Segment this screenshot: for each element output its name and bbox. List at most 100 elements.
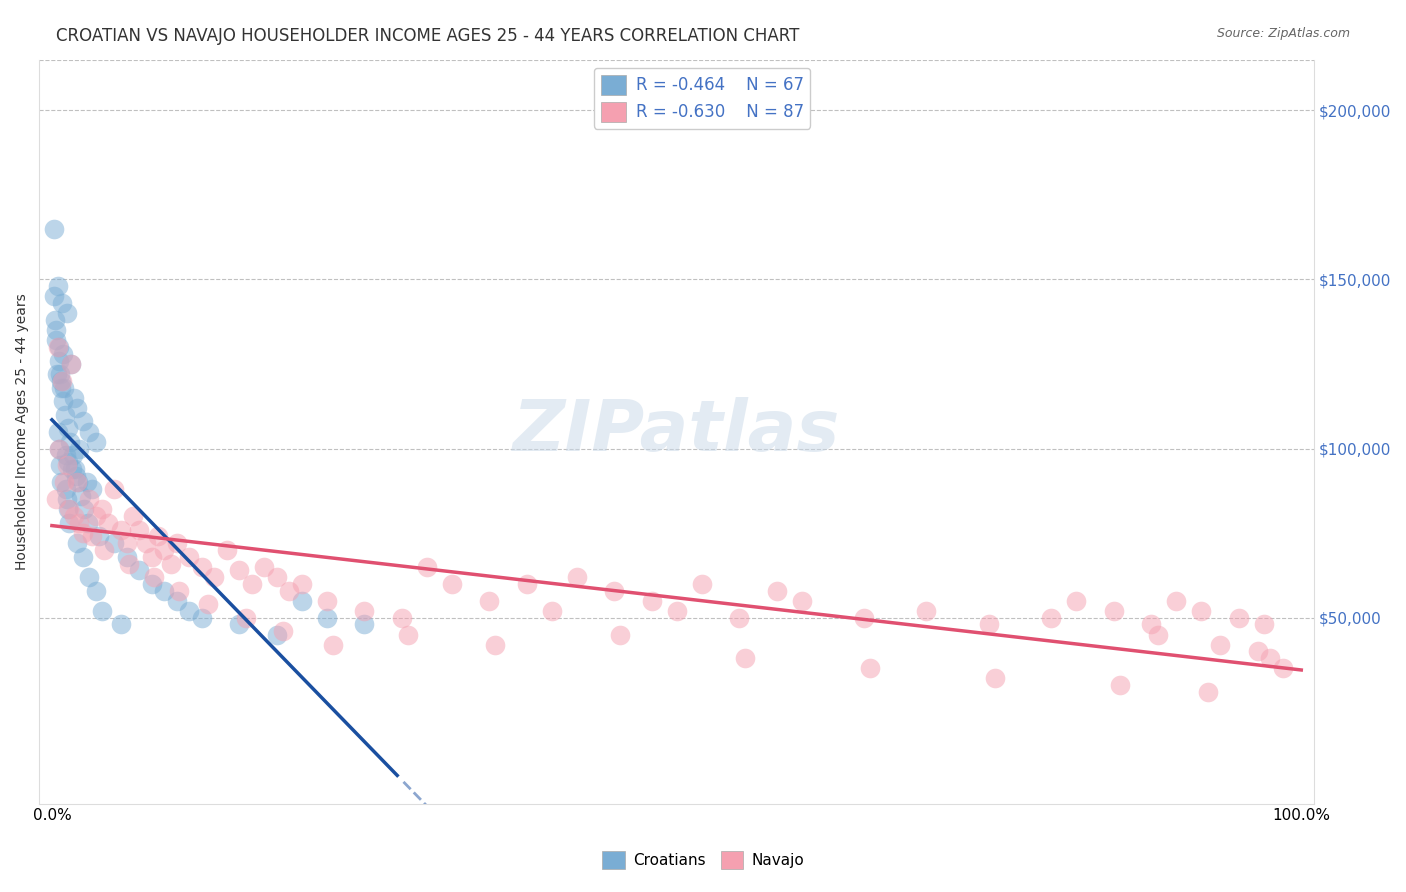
- Point: [169, 583, 191, 598]
- Point: [51, 394, 73, 409]
- Point: [146, 529, 169, 543]
- Point: [59, 357, 82, 371]
- Point: [51, 381, 73, 395]
- Point: [48, 353, 70, 368]
- Point: [59, 434, 82, 449]
- Point: [90, 604, 112, 618]
- Point: [44, 221, 66, 235]
- Point: [728, 610, 751, 624]
- Point: [977, 617, 1000, 632]
- Point: [1189, 604, 1212, 618]
- Point: [202, 570, 225, 584]
- Point: [84, 583, 107, 598]
- Point: [1102, 604, 1125, 618]
- Point: [48, 442, 70, 456]
- Point: [49, 374, 72, 388]
- Point: [46, 279, 69, 293]
- Point: [353, 617, 375, 632]
- Point: [45, 323, 67, 337]
- Point: [56, 455, 79, 469]
- Point: [53, 475, 76, 490]
- Point: [396, 627, 419, 641]
- Point: [89, 529, 111, 543]
- Point: [159, 557, 181, 571]
- Point: [118, 557, 141, 571]
- Point: [1197, 685, 1219, 699]
- Point: [67, 442, 90, 456]
- Point: [110, 523, 132, 537]
- Point: [353, 604, 375, 618]
- Point: [128, 563, 150, 577]
- Point: [391, 610, 413, 624]
- Point: [1109, 678, 1132, 692]
- Point: [915, 604, 938, 618]
- Point: [603, 583, 626, 598]
- Point: [122, 509, 145, 524]
- Point: [253, 560, 276, 574]
- Point: [1258, 651, 1281, 665]
- Point: [58, 516, 80, 530]
- Point: [143, 570, 166, 584]
- Point: [51, 374, 73, 388]
- Point: [315, 610, 337, 624]
- Text: Source: ZipAtlas.com: Source: ZipAtlas.com: [1216, 27, 1350, 40]
- Point: [1140, 617, 1163, 632]
- Point: [103, 482, 125, 496]
- Point: [315, 593, 337, 607]
- Point: [51, 475, 73, 490]
- Point: [72, 526, 94, 541]
- Point: [516, 576, 538, 591]
- Point: [240, 576, 263, 591]
- Point: [80, 529, 103, 543]
- Point: [291, 576, 314, 591]
- Point: [440, 576, 463, 591]
- Point: [84, 509, 107, 524]
- Point: [984, 672, 1007, 686]
- Point: [66, 401, 89, 415]
- Point: [58, 502, 80, 516]
- Point: [191, 560, 214, 574]
- Point: [141, 549, 163, 564]
- Point: [53, 408, 76, 422]
- Point: [59, 357, 82, 371]
- Point: [266, 570, 288, 584]
- Point: [1253, 617, 1275, 632]
- Text: ZIPatlas: ZIPatlas: [513, 397, 841, 467]
- Point: [55, 448, 77, 462]
- Point: [66, 536, 89, 550]
- Point: [63, 391, 86, 405]
- Point: [56, 502, 79, 516]
- Point: [1271, 661, 1294, 675]
- Point: [63, 509, 86, 524]
- Point: [1066, 593, 1088, 607]
- Point: [79, 492, 101, 507]
- Legend: Croatians, Navajo: Croatians, Navajo: [596, 845, 810, 875]
- Point: [93, 543, 115, 558]
- Point: [478, 593, 501, 607]
- Point: [67, 475, 90, 490]
- Point: [72, 414, 94, 428]
- Point: [45, 367, 67, 381]
- Point: [90, 502, 112, 516]
- Point: [67, 516, 90, 530]
- Point: [540, 604, 562, 618]
- Point: [77, 516, 100, 530]
- Point: [228, 563, 250, 577]
- Point: [1209, 638, 1232, 652]
- Legend: R = -0.464    N = 67, R = -0.630    N = 87: R = -0.464 N = 67, R = -0.630 N = 87: [593, 68, 810, 128]
- Point: [291, 593, 314, 607]
- Point: [415, 560, 437, 574]
- Point: [271, 624, 294, 639]
- Point: [1227, 610, 1250, 624]
- Point: [52, 347, 75, 361]
- Point: [84, 434, 107, 449]
- Point: [56, 458, 79, 473]
- Point: [55, 482, 77, 496]
- Point: [56, 492, 79, 507]
- Point: [115, 536, 138, 550]
- Point: [734, 651, 756, 665]
- Point: [179, 604, 201, 618]
- Point: [65, 468, 87, 483]
- Point: [79, 425, 101, 439]
- Point: [56, 306, 79, 320]
